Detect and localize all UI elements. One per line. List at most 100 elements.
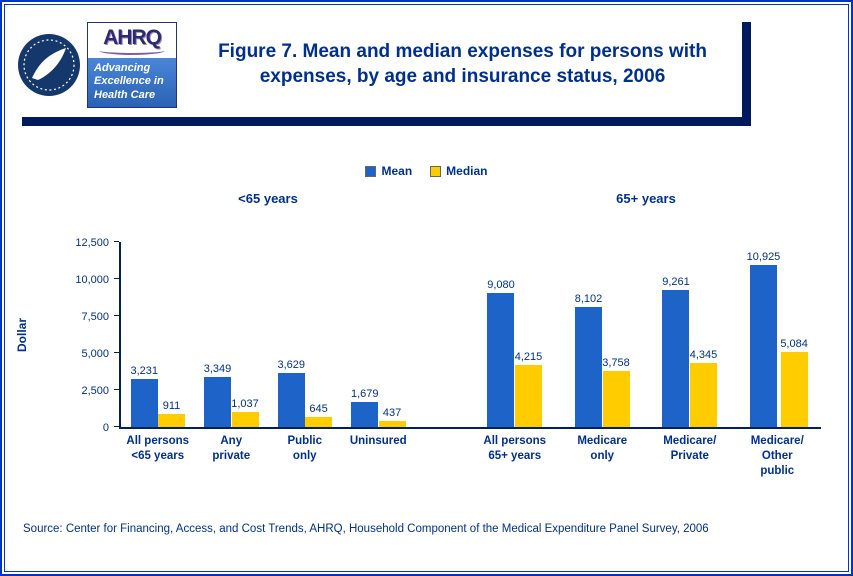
category-label: Medicare/Private	[646, 434, 734, 479]
bar-wrap-median: 5,084	[780, 338, 808, 427]
bar-cell: 3,349 1,037	[195, 242, 269, 427]
ahrq-tagline-line: Advancing	[94, 62, 151, 75]
bar-wrap-mean: 3,629	[277, 359, 305, 427]
y-axis-title-wrap: Dollar	[5, 242, 39, 427]
label-group-1: All persons 65+ years Medicare only Medicare…	[471, 434, 821, 479]
y-tick-label: 0	[102, 422, 109, 434]
legend-swatch	[430, 165, 442, 177]
category-label-line: public	[760, 464, 795, 477]
page-inner: AHRQ Advancing Excellence in Health Care…	[4, 4, 849, 572]
bar-wrap-mean: 3,231	[130, 365, 158, 427]
y-tick-mark	[114, 278, 119, 279]
bar-value-label: 3,349	[203, 363, 232, 375]
ahrq-wordmark: AHRQ	[103, 26, 162, 50]
ahrq-logo: AHRQ Advancing Excellence in Health Care	[87, 22, 177, 108]
legend: Mean Median	[5, 163, 848, 179]
bar-value-label: 4,345	[689, 349, 718, 361]
category-label-line: only	[292, 449, 317, 462]
bar-mean	[574, 307, 602, 427]
bar-value-label: 3,629	[277, 359, 306, 371]
bar-cell: 8,102 3,758	[559, 242, 647, 427]
category-label-line: All persons	[483, 435, 547, 447]
y-tick-mark	[114, 315, 119, 316]
category-label: All persons 65+ years	[471, 434, 559, 479]
y-tick-label: 5,000	[81, 348, 109, 360]
bar-group-1: 9,080 4,215 8,102 3,758 9,261 4,345 10,925 5,08…	[471, 242, 821, 427]
bar-wrap-mean: 9,261	[662, 276, 690, 427]
bar-value-label: 9,080	[487, 279, 515, 291]
bar-mean	[130, 379, 158, 427]
bar-median	[305, 417, 333, 427]
bar-wrap-median: 1,037	[231, 398, 259, 427]
bar-median	[780, 352, 808, 427]
chart-row: Dollar 0 2,500 5,000 7,500 10,000 12,500 3,23…	[5, 237, 848, 434]
y-tick-label: 10,000	[75, 274, 109, 286]
bar-cell: 10,925 5,084	[734, 242, 822, 427]
group-label-spacer	[415, 191, 471, 206]
bar-value-label: 1,037	[231, 398, 259, 410]
y-tick-label: 12,500	[75, 237, 109, 249]
bar-pair: 10,925 5,084	[747, 251, 808, 427]
bar-mean	[662, 290, 690, 427]
bar-value-label: 9,261	[662, 276, 690, 288]
category-label: Any private	[195, 434, 269, 479]
group-label-65-plus: 65+ years	[616, 191, 676, 206]
bar-mean	[749, 265, 777, 427]
category-label-line: Other	[761, 449, 793, 462]
bar-pair: 9,261 4,345	[662, 276, 717, 427]
hhs-logo-icon	[18, 34, 80, 96]
title-line-2: expenses, by age and insurance status, 2…	[259, 66, 666, 87]
bar-value-label: 8,102	[574, 293, 603, 305]
bar-mean	[351, 402, 379, 427]
category-label-line: Medicare/	[750, 435, 804, 447]
bar-wrap-mean: 3,349	[203, 363, 232, 427]
bar-wrap-median: 4,345	[689, 349, 718, 427]
category-label-line: Uninsured	[349, 435, 407, 447]
ahrq-tagline-line: Excellence in	[94, 75, 164, 88]
category-label: Public only	[268, 434, 342, 479]
label-group-0: All persons <65 years Any private Public only…	[121, 434, 415, 479]
bar-median	[602, 371, 630, 427]
ahrq-tagline: Advancing Excellence in Health Care	[88, 58, 176, 107]
bar-wrap-median: 4,215	[515, 351, 543, 427]
chart-section: Mean Median <65 years 65+ years Dollar 0…	[5, 5, 848, 535]
y-tick-mark	[114, 426, 119, 427]
bar-median	[690, 363, 718, 427]
y-tick-label: 7,500	[81, 311, 109, 323]
y-axis: 0 2,500 5,000 7,500 10,000 12,500	[39, 237, 119, 434]
category-label-line: 65+ years	[488, 449, 542, 462]
category-label-line: Public	[287, 435, 322, 447]
bar-wrap-median: 437	[378, 407, 406, 427]
category-label-line: Medicare/	[663, 435, 717, 447]
bar-value-label: 5,084	[780, 338, 808, 350]
bar-wrap-median: 3,758	[602, 357, 630, 427]
x-labels-row: All persons <65 years Any private Public only…	[121, 434, 821, 479]
x-label-spacer	[415, 434, 471, 479]
ahrq-wordmark-wrap: AHRQ	[88, 23, 176, 59]
legend-item-median: Median	[430, 163, 488, 179]
bar-value-label: 10,925	[746, 251, 781, 263]
bar-mean	[277, 373, 305, 427]
category-label: Uninsured	[342, 434, 416, 479]
bar-value-label: 437	[382, 407, 402, 419]
category-label-line: private	[212, 449, 251, 462]
bar-median	[515, 365, 543, 427]
y-tick-mark	[114, 352, 119, 353]
category-label-line: Any	[220, 435, 243, 447]
bar-cell: 1,679 437	[342, 242, 416, 427]
header: AHRQ Advancing Excellence in Health Care…	[13, 13, 742, 117]
legend-swatch	[365, 165, 377, 177]
category-label-line: Medicare	[577, 435, 628, 447]
bar-wrap-median: 911	[158, 400, 186, 427]
bar-cell: 3,231 911	[121, 242, 195, 427]
group-labels-row: <65 years 65+ years	[121, 191, 821, 206]
category-label-line: <65 years	[131, 449, 185, 462]
source-text: Source: Center for Financing, Access, an…	[23, 522, 709, 535]
bar-pair: 3,349 1,037	[204, 363, 259, 427]
group-label-under-65: <65 years	[238, 191, 298, 206]
bar-wrap-median: 645	[305, 403, 333, 427]
title-line-1: Figure 7. Mean and median expenses for p…	[218, 41, 707, 63]
y-tick-mark	[114, 241, 119, 242]
bar-pair: 1,679 437	[351, 388, 406, 427]
